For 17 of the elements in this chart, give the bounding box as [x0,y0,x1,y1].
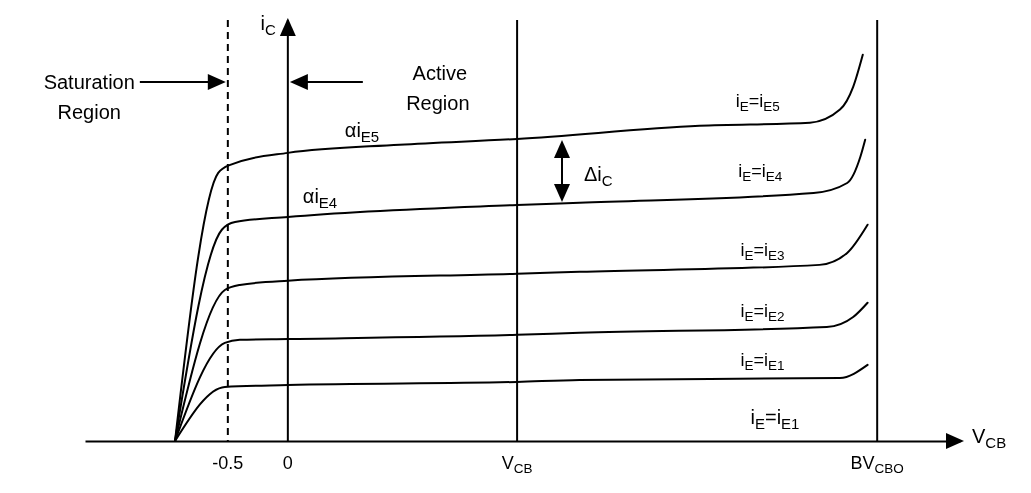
series-label: i$_{E}$=i$_{E5}$ [735,90,780,114]
annotation: αi$_{E4}$ [302,185,338,211]
annotation: i$_{E}$=i$_{E1}$ [750,406,800,432]
annotation: Active Region [406,62,470,114]
y-axis-title: i$_{C}$ [260,12,276,38]
x-tick-label: BV$_{CBO}$ [850,453,904,477]
series-label: i$_{E}$=i$_{E4}$ [738,161,783,185]
series-label: i$_{E}$=i$_{E1}$ [740,349,785,374]
x-tick-label: 0 [282,453,293,473]
x-tick-label: -0.5 [212,453,244,473]
x-axis-title: V$_{CB}$ [972,425,1007,451]
annotation: Δi$_{C}$ [584,163,613,189]
series-label: i$_{E}$=i$_{E3}$ [740,239,785,264]
annotation: Saturation Region [43,71,135,123]
annotation: αi$_{E5}$ [344,119,380,145]
x-tick-label: V$_{CB}$ [501,453,533,477]
series-label: i$_{E}$=i$_{E2}$ [740,300,785,325]
